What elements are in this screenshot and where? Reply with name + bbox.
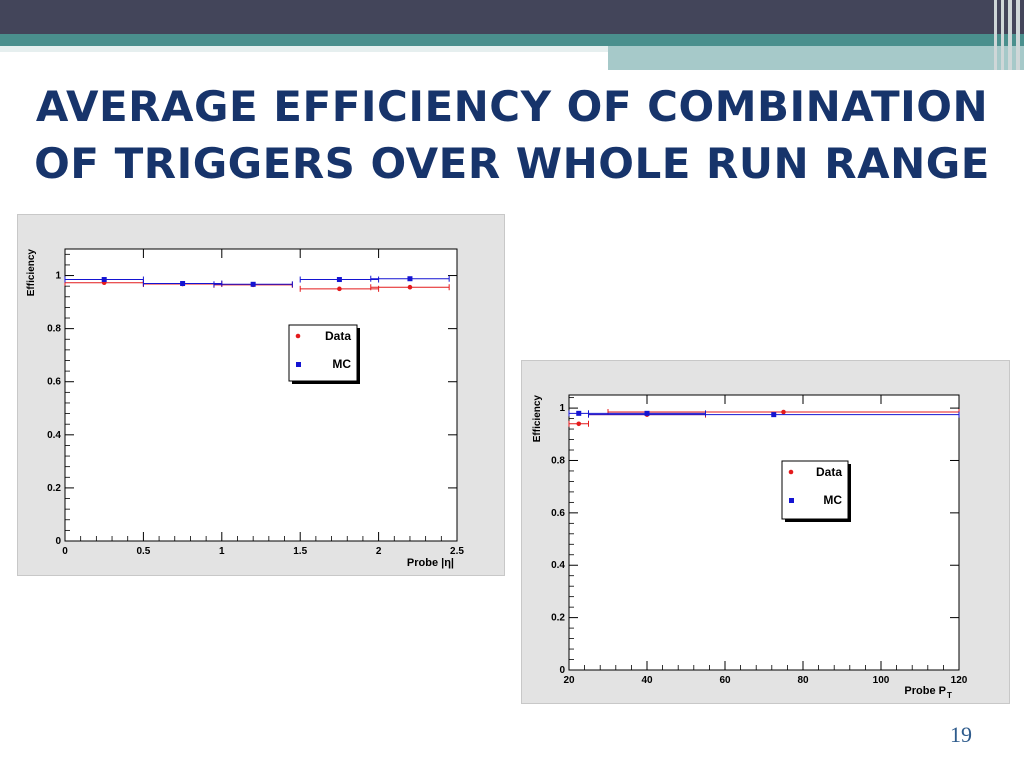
plot-frame [568,394,960,671]
page-number: 19 [950,722,972,747]
legend-marker-mc [296,362,301,367]
x-tick-label: 2.5 [450,546,464,557]
y-axis-label: Efficiency [532,395,543,443]
data-point-mc [101,277,107,283]
data-point-mc [407,276,413,282]
y-tick-label: 0.2 [47,483,61,494]
x-tick-label: 80 [797,675,809,686]
y-tick-label: 0 [559,665,565,676]
y-tick-label: 0.2 [551,613,565,624]
x-tick-label: 1 [219,546,225,557]
data-point-data [576,421,582,427]
y-tick-label: 0.6 [47,377,61,388]
header-stripe [1008,0,1012,70]
header-band-teal [0,34,1024,46]
legend-label-mc: MC [823,493,842,507]
header-stripe [994,0,997,70]
data-point-mc [576,410,582,416]
y-tick-label: 0.4 [551,560,565,571]
y-tick-label: 0.4 [47,430,61,441]
header-stripe [1016,0,1020,70]
legend-marker-data [788,469,794,475]
x-tick-label: 20 [563,675,575,686]
y-tick-label: 0.8 [551,455,565,466]
legend-box [288,324,358,382]
x-tick-label: 0.5 [136,546,150,557]
slide-title: AVERAGE EFFICIENCY OF COMBINATION OF TRI… [20,78,1004,192]
legend-label-data: Data [816,465,842,479]
x-tick-label: 40 [641,675,653,686]
header-band-dark [0,0,1024,34]
data-point-mc [644,410,650,416]
header-band-highlight [608,46,1024,70]
x-axis-label: Probe |η| [407,557,454,569]
legend-box [781,460,849,520]
legend-label-mc: MC [332,357,351,371]
x-tick-label: 0 [62,546,68,557]
y-tick-label: 0 [55,536,61,547]
y-tick-label: 1 [55,271,61,282]
data-point-data [781,409,786,415]
data-point-mc [180,281,186,287]
slide-title-line-2: OF TRIGGERS OVER WHOLE RUN RANGE [34,139,990,188]
efficiency-vs-eta-chart: 0 0.5 1 1.5 2 2.5 0 0.2 0.4 0.6 0.8 1 Efficiency Prob… [26,248,464,569]
data-point-mc [336,277,342,283]
legend-marker-data [295,333,301,339]
header-band-light [0,46,608,52]
x-axis-label-subscript: T [947,691,952,700]
y-axis-label: Efficiency [26,249,37,297]
header-stripe [1001,0,1004,70]
x-tick-label: 1.5 [293,546,307,557]
x-tick-label: 100 [873,675,890,686]
x-axis-label: Probe P [904,685,946,697]
data-point-mc [771,412,777,418]
data-point-data [407,284,413,290]
chart-panel-pt: 20 40 60 80 100 120 0 0.2 0.4 0.6 0.8 1 Efficiency Pr… [521,360,1010,704]
legend-label-data: Data [325,329,351,343]
data-point-mc [250,281,256,287]
efficiency-vs-pt-chart: 20 40 60 80 100 120 0 0.2 0.4 0.6 0.8 1 Efficiency Pr… [532,394,968,700]
y-tick-label: 0.6 [551,508,565,519]
x-tick-label: 120 [951,675,968,686]
x-tick-label: 60 [719,675,731,686]
y-tick-label: 1 [559,403,565,414]
chart-panel-eta: 0 0.5 1 1.5 2 2.5 0 0.2 0.4 0.6 0.8 1 Efficiency Prob… [17,214,505,576]
slide-title-line-1: AVERAGE EFFICIENCY OF COMBINATION [35,82,989,131]
plot-frame [64,248,458,542]
x-tick-label: 2 [376,546,382,557]
data-point-data [337,286,342,292]
legend-marker-mc [789,498,794,503]
y-tick-label: 0.8 [47,324,61,335]
